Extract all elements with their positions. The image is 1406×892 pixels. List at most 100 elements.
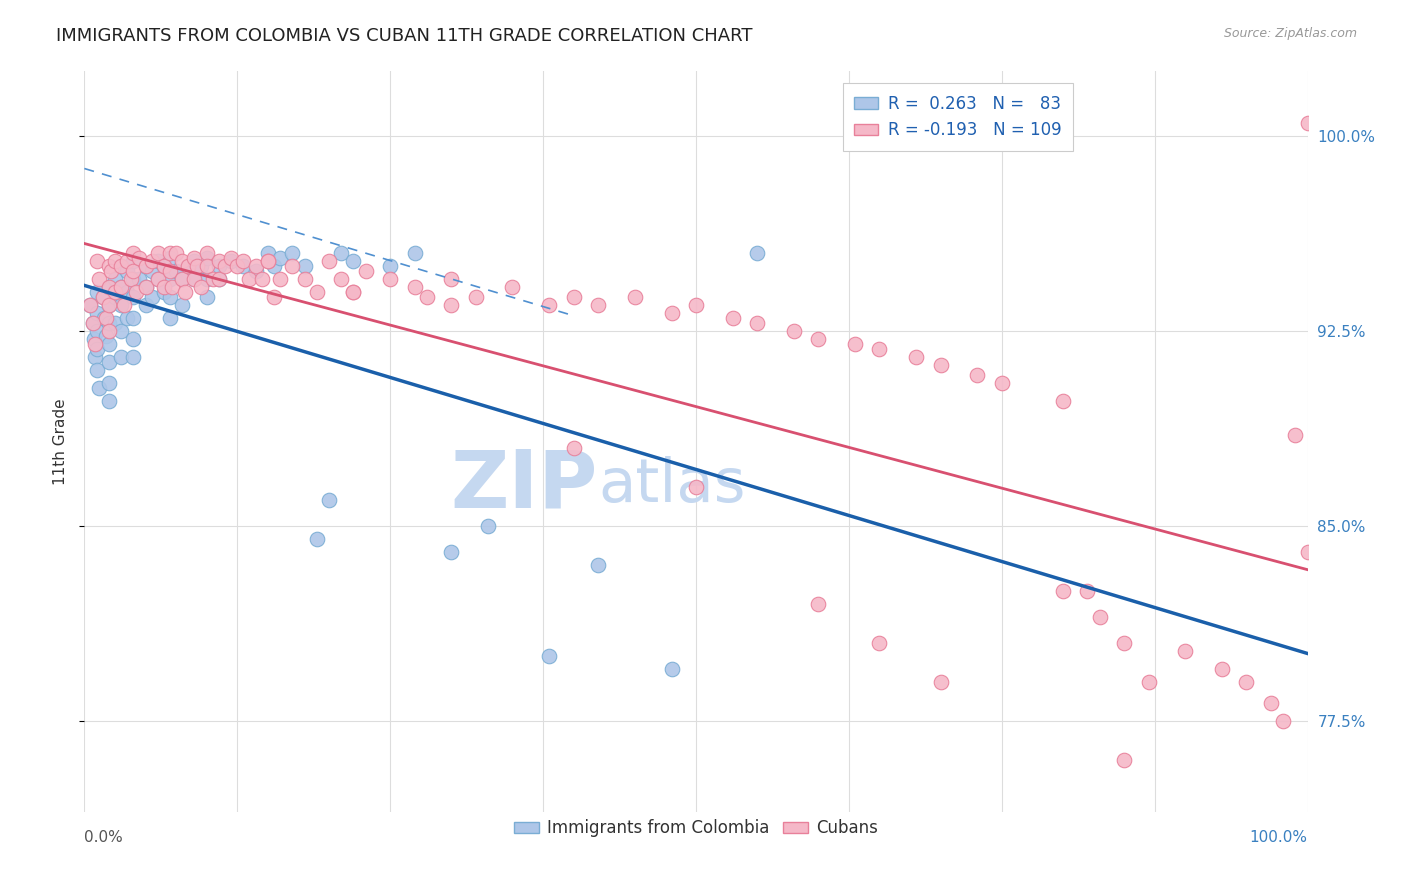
Point: [538, 298, 561, 312]
Point: [586, 558, 609, 572]
Point: [115, 264, 138, 278]
Point: [1260, 696, 1282, 710]
Point: [440, 272, 463, 286]
Point: [966, 368, 988, 383]
Point: [1272, 714, 1295, 728]
Point: [294, 272, 316, 286]
Point: [538, 648, 561, 663]
Y-axis label: 11th Grade: 11th Grade: [53, 398, 69, 485]
Point: [84, 350, 107, 364]
Point: [380, 272, 402, 286]
Point: [135, 259, 157, 273]
Point: [96, 311, 118, 326]
Point: [115, 254, 138, 268]
Point: [685, 298, 707, 312]
Point: [1236, 674, 1258, 689]
Point: [186, 259, 208, 273]
Point: [159, 246, 181, 260]
Point: [195, 252, 218, 266]
Point: [122, 254, 145, 268]
Point: [214, 259, 236, 273]
Point: [195, 290, 218, 304]
Point: [172, 272, 194, 286]
Point: [128, 252, 150, 266]
Point: [562, 441, 585, 455]
Point: [250, 272, 273, 286]
Point: [201, 272, 224, 286]
Point: [96, 329, 118, 343]
Point: [173, 285, 195, 300]
Point: [112, 298, 135, 312]
Point: [1296, 116, 1319, 130]
Point: [153, 285, 176, 300]
Point: [172, 272, 194, 286]
Point: [135, 280, 157, 294]
Point: [263, 259, 285, 273]
Point: [869, 636, 891, 650]
Point: [183, 252, 205, 266]
Point: [110, 324, 132, 338]
Point: [257, 254, 280, 268]
Point: [281, 246, 304, 260]
Point: [162, 280, 184, 294]
Point: [115, 311, 138, 326]
Point: [586, 298, 609, 312]
Point: [245, 264, 267, 278]
Point: [120, 272, 142, 286]
Point: [104, 316, 127, 330]
Point: [263, 290, 285, 304]
Point: [219, 252, 242, 266]
Point: [159, 264, 181, 278]
Point: [135, 298, 157, 312]
Point: [404, 280, 426, 294]
Point: [128, 272, 150, 286]
Point: [1052, 394, 1074, 409]
Point: [177, 259, 200, 273]
Point: [146, 272, 169, 286]
Point: [79, 298, 101, 312]
Point: [245, 259, 267, 273]
Point: [661, 306, 683, 320]
Point: [141, 254, 163, 268]
Point: [84, 337, 107, 351]
Point: [110, 280, 132, 294]
Point: [141, 264, 163, 278]
Point: [115, 285, 138, 300]
Point: [1174, 643, 1197, 657]
Point: [159, 311, 181, 326]
Point: [135, 280, 157, 294]
Point: [232, 254, 254, 268]
Point: [1114, 636, 1136, 650]
Text: IMMIGRANTS FROM COLOMBIA VS CUBAN 11TH GRADE CORRELATION CHART: IMMIGRANTS FROM COLOMBIA VS CUBAN 11TH G…: [56, 27, 752, 45]
Point: [97, 259, 120, 273]
Point: [342, 285, 364, 300]
Point: [330, 246, 353, 260]
Point: [404, 246, 426, 260]
Point: [104, 254, 127, 268]
Point: [86, 306, 108, 320]
Text: atlas: atlas: [598, 457, 745, 516]
Point: [226, 259, 249, 273]
Point: [135, 259, 157, 273]
Point: [83, 332, 105, 346]
Point: [87, 381, 110, 395]
Text: Source: ZipAtlas.com: Source: ZipAtlas.com: [1223, 27, 1357, 40]
Point: [91, 290, 114, 304]
Point: [294, 259, 316, 273]
Point: [354, 264, 377, 278]
Point: [104, 285, 127, 300]
Point: [195, 259, 218, 273]
Point: [86, 324, 108, 338]
Point: [269, 252, 291, 266]
Point: [257, 246, 280, 260]
Point: [783, 324, 806, 338]
Point: [146, 246, 169, 260]
Point: [208, 259, 231, 273]
Point: [807, 597, 830, 611]
Point: [104, 290, 127, 304]
Point: [122, 332, 145, 346]
Point: [122, 290, 145, 304]
Point: [159, 272, 181, 286]
Point: [183, 272, 205, 286]
Point: [122, 272, 145, 286]
